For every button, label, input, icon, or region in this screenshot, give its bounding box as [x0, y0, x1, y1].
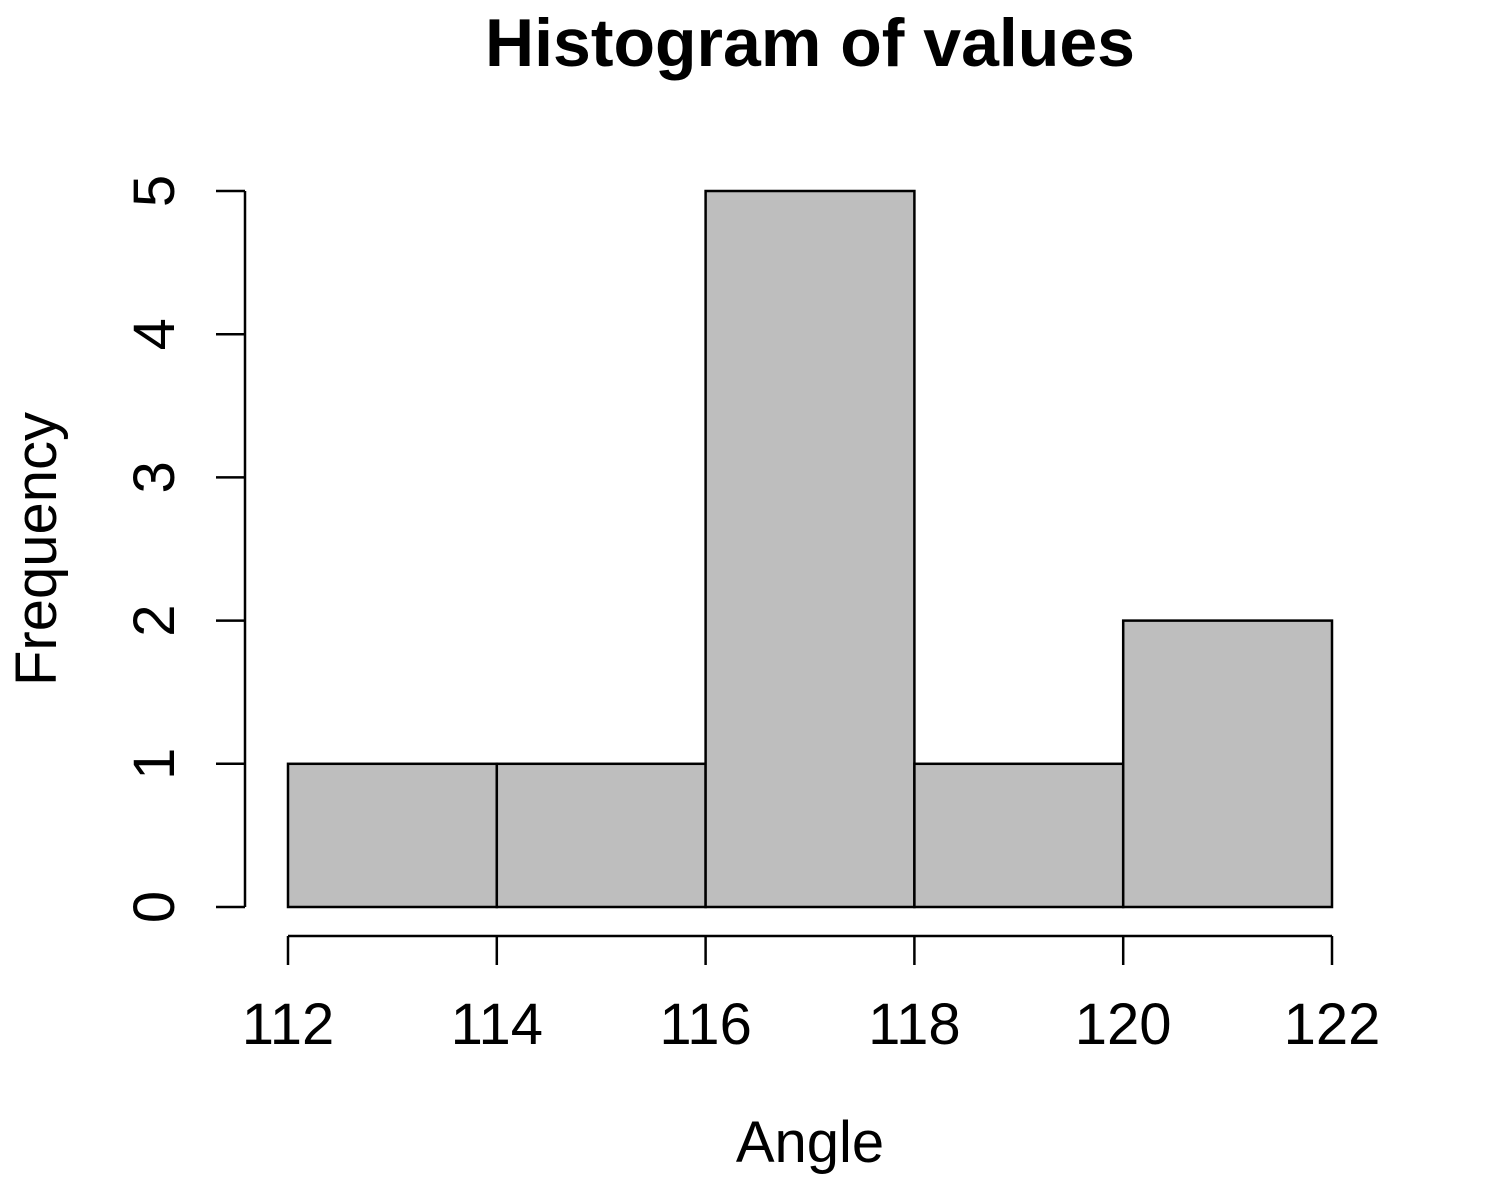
bars-group: [286, 189, 1334, 909]
chart-title: Histogram of values: [485, 5, 1135, 81]
y-tick-label: 1: [122, 748, 187, 780]
x-tick-label: 112: [242, 992, 334, 1057]
histogram-bar-1: [286, 762, 499, 909]
x-tick-label: 118: [868, 992, 960, 1057]
histogram-bar-3: [704, 189, 916, 909]
y-tick-label: 3: [122, 461, 187, 493]
x-tick-label: 116: [659, 992, 751, 1057]
histogram-bar-4: [913, 762, 1125, 909]
histogram-bar-5: [1121, 619, 1334, 909]
x-axis: 112 114 116 118 120 122: [242, 934, 1381, 1057]
y-axis-label: Frequency: [4, 412, 69, 686]
y-tick-label: 2: [122, 604, 187, 636]
x-tick-label: 114: [451, 992, 543, 1057]
y-tick-label: 0: [122, 891, 187, 923]
y-tick-label: 5: [122, 175, 187, 207]
x-tick-label: 122: [1284, 992, 1381, 1057]
x-tick-label: 120: [1075, 992, 1172, 1057]
y-tick-label: 4: [122, 318, 187, 350]
histogram-bar-2: [495, 762, 707, 909]
y-axis: 0 1 2 3 4 5: [122, 175, 247, 923]
x-axis-label: Angle: [736, 1110, 884, 1175]
